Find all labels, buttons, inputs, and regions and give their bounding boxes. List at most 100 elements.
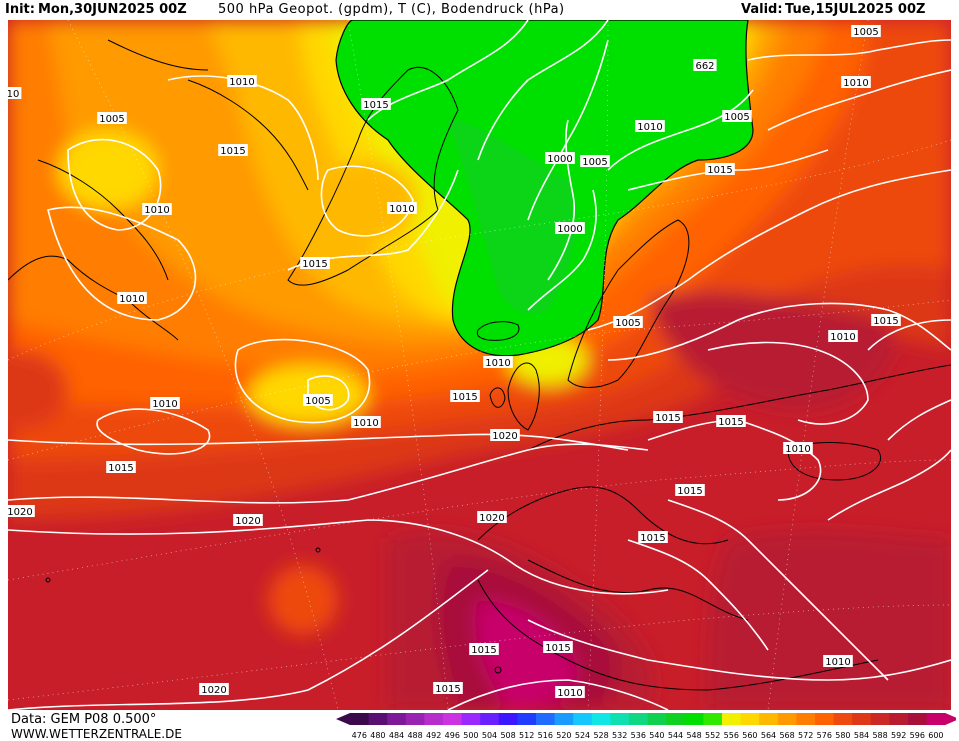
pressure-label: 1005: [303, 394, 333, 407]
pressure-label: 1015: [361, 98, 391, 111]
legend-tick-label: 592: [891, 731, 906, 740]
legend-tick-label: 480: [370, 731, 385, 740]
legend-swatch: [722, 713, 742, 725]
legend-swatch: [796, 713, 816, 725]
legend-tick-label: 584: [854, 731, 869, 740]
legend-swatch: [759, 713, 779, 725]
pressure-label: 662: [693, 59, 717, 72]
legend-tick-label: 488: [407, 731, 422, 740]
legend-swatch: [554, 713, 574, 725]
legend-tick-label: 600: [928, 731, 943, 740]
legend-tick-label: 484: [389, 731, 404, 740]
pressure-label: 1015: [705, 163, 735, 176]
pressure-label-text: 1020: [235, 516, 260, 527]
pressure-label: 1020: [199, 683, 229, 696]
legend-arrow-right: [945, 713, 956, 725]
pressure-label-text: 1010: [785, 444, 810, 455]
pressure-label-text: 1010: [843, 78, 868, 89]
legend-swatch: [591, 713, 611, 725]
legend-swatch: [350, 713, 370, 725]
legend-tick-label: 492: [426, 731, 441, 740]
product-title: 500 hPa Geopot. (gpdm), T (C), Bodendruc…: [218, 2, 565, 17]
legend-swatch: [908, 713, 928, 725]
pressure-label-text: 1020: [8, 507, 33, 518]
legend-tick-label: 504: [482, 731, 497, 740]
website-link[interactable]: WWW.WETTERZENTRALE.DE: [11, 727, 182, 741]
pressure-label-text: 1005: [305, 396, 330, 407]
pressure-label: 1015: [300, 257, 330, 270]
pressure-label-text: 1015: [545, 643, 570, 654]
pressure-label: 1015: [871, 314, 901, 327]
pressure-label: 1010: [351, 416, 381, 429]
pressure-label-text: 1015: [471, 645, 496, 656]
legend-swatch: [647, 713, 667, 725]
legend-swatch: [815, 713, 835, 725]
pressure-label-text: 1020: [479, 513, 504, 524]
legend-tick-label: 576: [817, 731, 832, 740]
legend-swatch: [666, 713, 686, 725]
pressure-label: 1010: [828, 330, 858, 343]
pressure-label-text: 1010: [485, 358, 510, 369]
legend-tick-label: 508: [500, 731, 515, 740]
legend-tick-label: 536: [631, 731, 646, 740]
legend-swatch: [368, 713, 388, 725]
pressure-label: 1010: [142, 203, 172, 216]
legend-tick-label: 540: [649, 731, 664, 740]
pressure-label: 1015: [106, 461, 136, 474]
pressure-label: 1015: [433, 682, 463, 695]
pressure-label: 1020: [233, 514, 263, 527]
pressure-label: 1015: [450, 390, 480, 403]
pressure-label-text: 1020: [492, 431, 517, 442]
pressure-label-text: 1015: [873, 316, 898, 327]
coastlines: [8, 39, 951, 691]
graticule: [8, 20, 951, 710]
valid-value: Tue,15JUL2025 00Z: [785, 2, 926, 17]
legend-arrow-left: [336, 713, 350, 725]
legend-tick-label: 532: [612, 731, 627, 740]
legend-tick-label: 572: [798, 731, 813, 740]
legend-swatch: [536, 713, 556, 725]
pressure-label-text: 1010: [144, 205, 169, 216]
pressure-label: 1005: [851, 25, 881, 38]
data-source: Data: GEM P08 0.500°: [11, 712, 157, 727]
legend-tick-label: 548: [686, 731, 701, 740]
legend-swatch: [517, 713, 537, 725]
legend-swatch: [461, 713, 481, 725]
legend-swatch: [777, 713, 797, 725]
legend-tick-label: 528: [593, 731, 608, 740]
init-value: Mon,30JUN2025 00Z: [38, 2, 187, 17]
pressure-label-text: 1015: [302, 259, 327, 270]
pressure-label: 1010: [823, 655, 853, 668]
pressure-label-text: 1015: [220, 146, 245, 157]
pressure-label-text: 1010: [830, 332, 855, 343]
pressure-label: 1010: [227, 75, 257, 88]
pressure-label: 10: [8, 87, 22, 100]
pressure-label-text: 1015: [452, 392, 477, 403]
legend-tick-label: 496: [445, 731, 460, 740]
legend-tick-label: 476: [352, 731, 367, 740]
legend-tick-label: 588: [872, 731, 887, 740]
legend-tick-label: 564: [761, 731, 776, 740]
legend-swatch: [424, 713, 444, 725]
pressure-label-text: 1010: [389, 204, 414, 215]
pressure-label-text: 1005: [582, 157, 607, 168]
pressure-label-text: 1015: [718, 417, 743, 428]
pressure-label-text: 1015: [655, 413, 680, 424]
legend-tick-label: 524: [575, 731, 590, 740]
pressure-label: 1010: [783, 442, 813, 455]
pressure-label-text: 1015: [707, 165, 732, 176]
pressure-label: 1010: [117, 292, 147, 305]
pressure-label: 1000: [555, 222, 585, 235]
pressure-label-text: 1010: [557, 688, 582, 699]
init-label: Init:: [5, 2, 35, 17]
legend-swatch: [833, 713, 853, 725]
pressure-label-text: 1015: [363, 100, 388, 111]
pressure-label: 1015: [469, 643, 499, 656]
pressure-label-text: 1010: [825, 657, 850, 668]
color-legend: 476 480 484 488 492 496 500 504 508 512 516 520 524 5…: [336, 713, 956, 740]
legend-swatch: [852, 713, 872, 725]
pressure-label: 1005: [613, 316, 643, 329]
legend-tick-label: 560: [742, 731, 757, 740]
pressure-label: 1015: [716, 415, 746, 428]
valid-label: Valid:: [741, 2, 783, 17]
